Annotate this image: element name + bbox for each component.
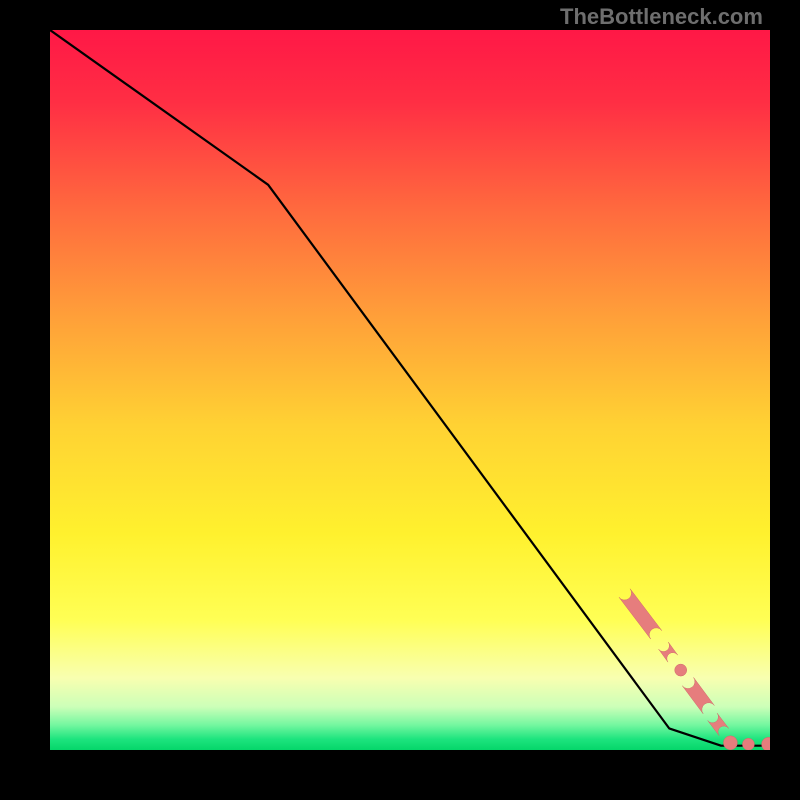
marker-circle xyxy=(723,736,737,750)
markers-group xyxy=(619,589,770,750)
marker-capsule xyxy=(659,642,678,662)
chart-container: TheBottleneck.com xyxy=(0,0,800,800)
marker-capsule xyxy=(619,589,662,639)
marker-circle xyxy=(742,738,754,750)
marker-circle xyxy=(762,737,770,750)
chart-svg xyxy=(50,30,770,750)
marker-circle xyxy=(675,664,687,676)
watermark-text: TheBottleneck.com xyxy=(560,4,763,30)
marker-capsule xyxy=(682,677,714,713)
trend-line xyxy=(50,30,770,746)
plot-area xyxy=(50,30,770,750)
marker-capsule xyxy=(708,713,729,735)
